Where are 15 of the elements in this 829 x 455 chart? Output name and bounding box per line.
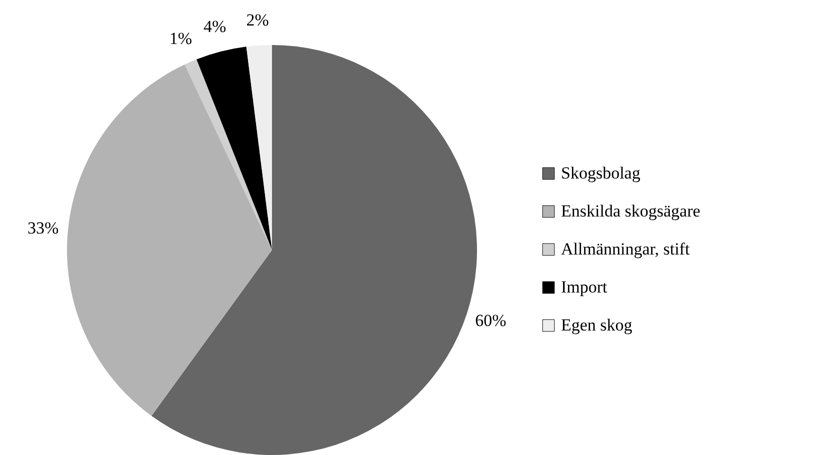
pie-slice (196, 46, 272, 250)
pie-slice (184, 59, 272, 250)
pie-slice (67, 64, 272, 416)
legend-label: Import (561, 278, 608, 296)
data-label: 4% (203, 17, 226, 36)
legend-label: Allmänningar, stift (561, 240, 690, 258)
data-label: 2% (246, 10, 269, 30)
pie-slice (152, 45, 477, 455)
data-label: 1% (169, 28, 192, 48)
data-label: 33% (27, 218, 59, 238)
legend-label: Skogsbolag (561, 164, 641, 182)
data-label: 60% (475, 311, 506, 330)
legend-label: Enskilda skogsägare (561, 202, 700, 220)
legend-label: Egen skog (561, 316, 633, 334)
pie-slice (246, 45, 272, 250)
